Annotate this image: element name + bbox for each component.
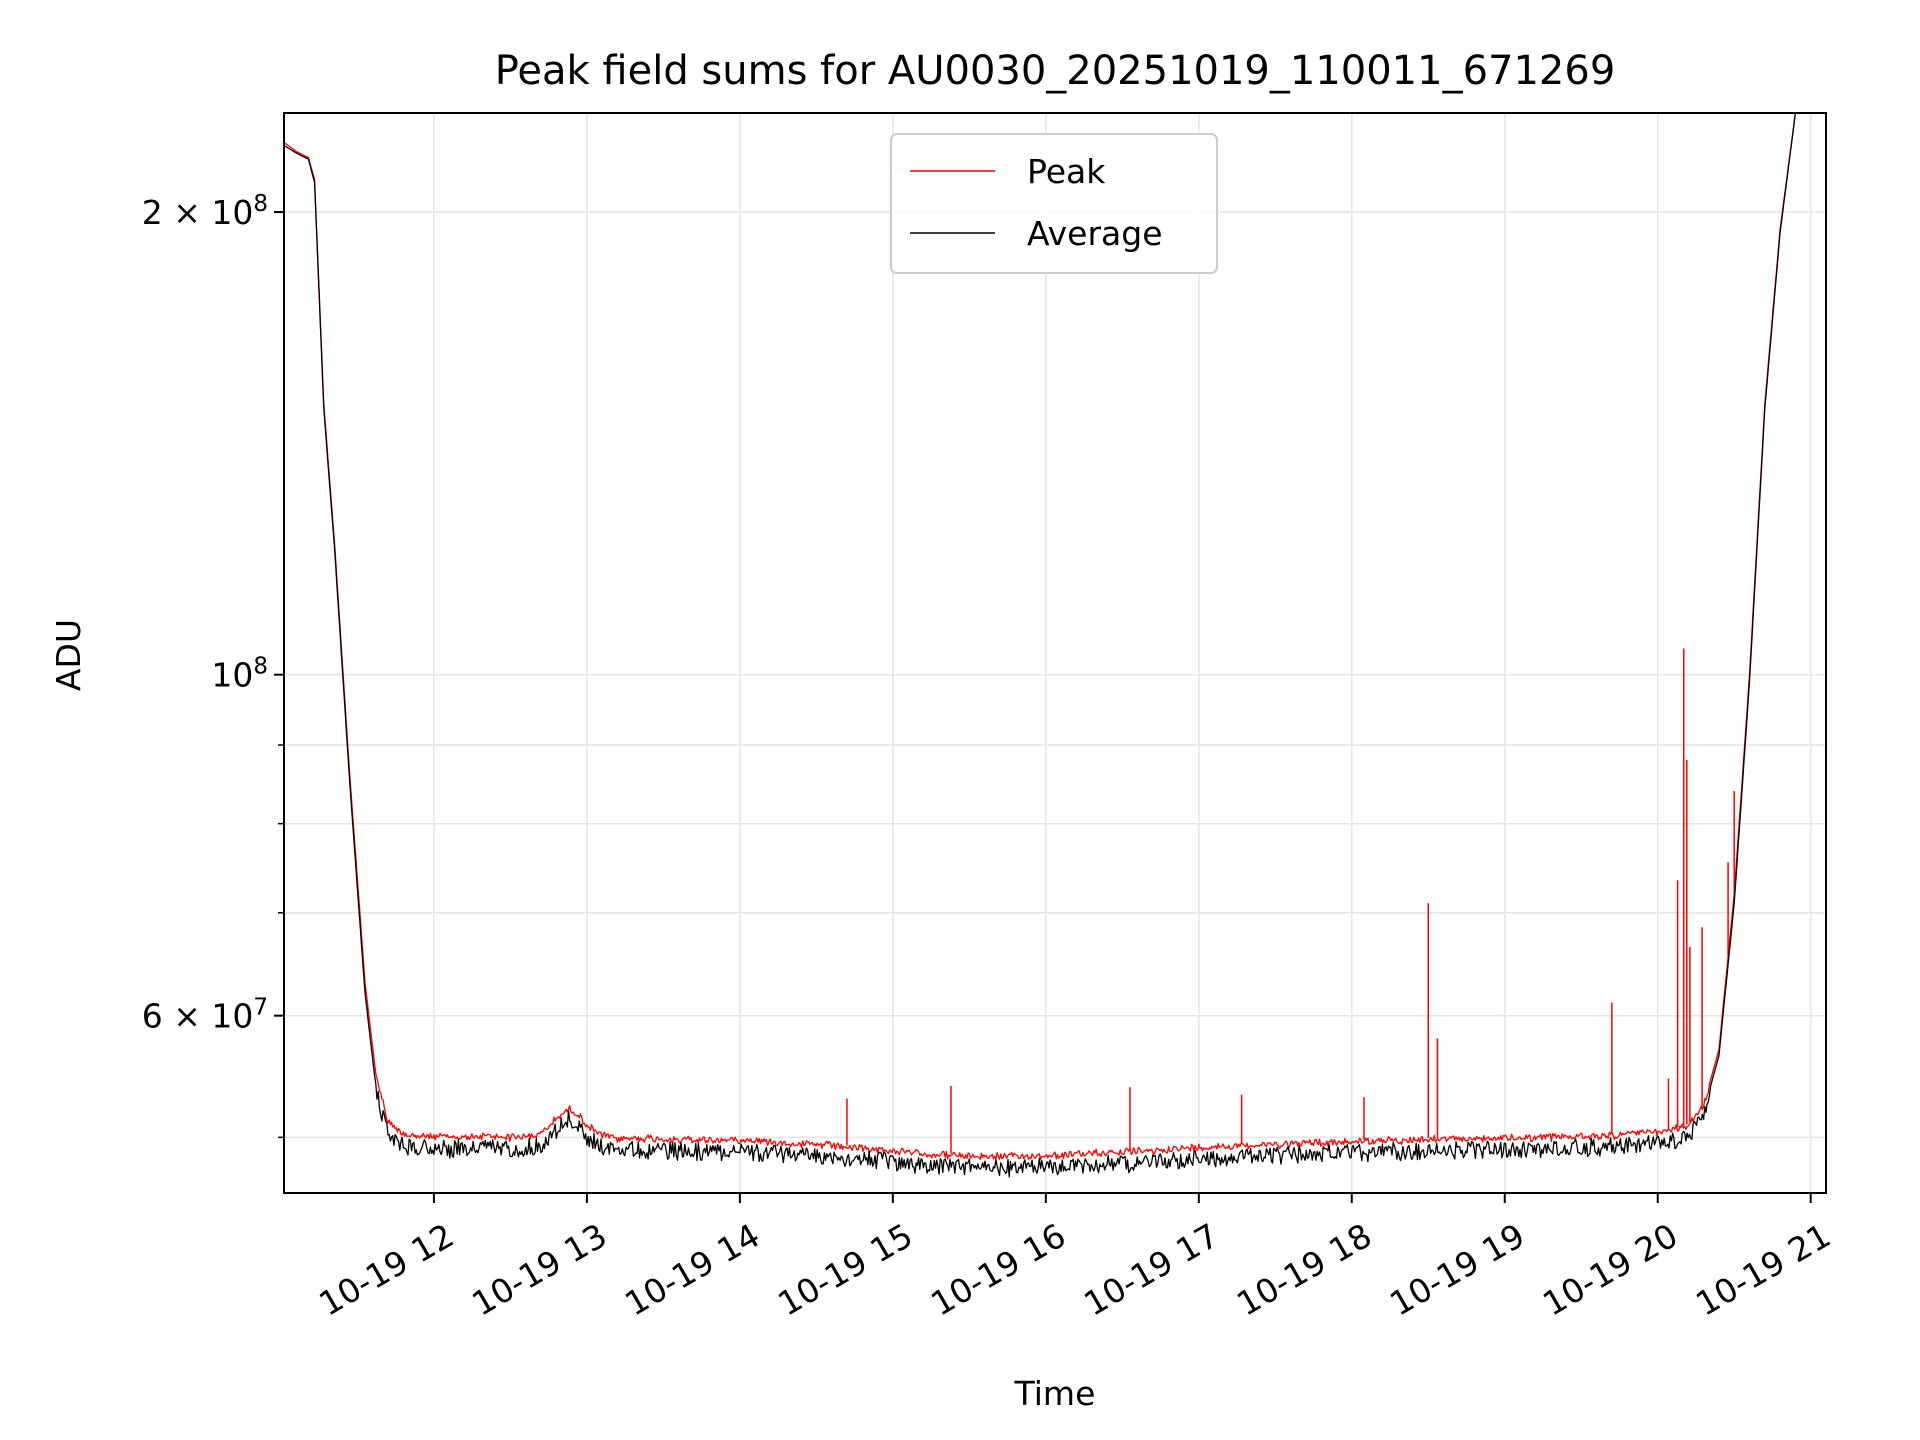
x-tick-label: 10-19 18 — [1230, 1216, 1378, 1324]
peak-spikes — [846, 648, 1735, 1154]
x-tick-label: 10-19 12 — [312, 1216, 460, 1324]
series-line-peak — [283, 112, 1826, 1161]
x-tick-label: 10-19 13 — [465, 1216, 613, 1324]
legend-label-average: Average — [1027, 214, 1163, 253]
series-line-average — [283, 112, 1826, 1178]
plot-frame — [283, 112, 1827, 1194]
x-tick-label: 10-19 16 — [924, 1216, 1072, 1324]
x-tick-label: 10-19 21 — [1689, 1216, 1837, 1324]
grid — [284, 113, 1826, 1193]
y-axis-label: ADU — [49, 619, 88, 691]
x-tick-label: 10-19 17 — [1077, 1216, 1225, 1324]
y-axis: 108 6 × 107 2 × 108 — [142, 191, 284, 1139]
x-tick-label: 10-19 20 — [1536, 1216, 1684, 1324]
series-layer — [283, 112, 1826, 1178]
x-tick-label: 10-19 15 — [771, 1216, 919, 1324]
x-axis: 10-19 12 10-19 13 10-19 14 10-19 15 10-19 16… — [312, 1193, 1837, 1324]
y-tick-label: 6 × 107 — [142, 995, 268, 1036]
legend-label-peak: Peak — [1027, 152, 1106, 191]
x-tick-label: 10-19 19 — [1383, 1216, 1531, 1324]
y-tick-label: 2 × 108 — [142, 191, 268, 232]
y-tick-label: 108 — [211, 654, 268, 695]
x-axis-label: Time — [1014, 1374, 1096, 1413]
chart-title: Peak field sums for AU0030_20251019_1100… — [495, 48, 1616, 94]
x-tick-label: 10-19 14 — [618, 1216, 766, 1324]
legend: Peak Average — [890, 133, 1218, 274]
legend-box — [890, 133, 1218, 274]
